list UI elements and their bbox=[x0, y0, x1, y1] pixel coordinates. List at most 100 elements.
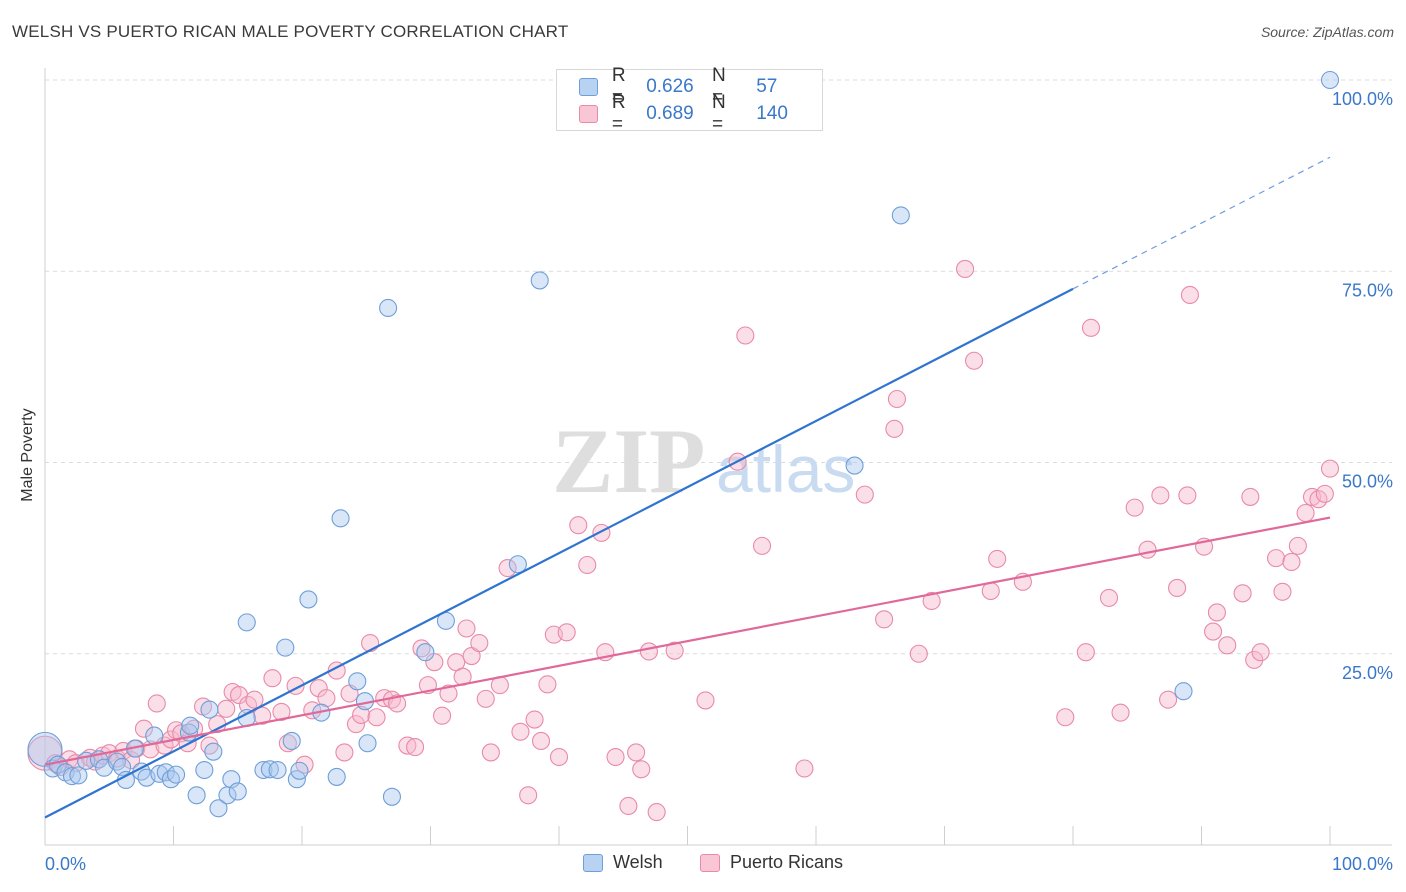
welsh-point bbox=[508, 555, 527, 574]
bottom-welsh-swatch bbox=[583, 853, 603, 872]
puerto-ricans-point bbox=[1251, 643, 1270, 662]
puerto-ricans-point bbox=[627, 743, 646, 762]
puerto-ricans-point bbox=[476, 689, 495, 708]
puerto-ricans-point bbox=[1081, 318, 1101, 337]
chart-title: WELSH VS PUERTO RICAN MALE POVERTY CORRE… bbox=[12, 22, 569, 41]
puerto-ricans-point bbox=[569, 516, 588, 535]
puerto-ricans-point bbox=[272, 702, 291, 721]
puerto-ricans-point bbox=[1233, 584, 1252, 603]
puerto-ricans-point bbox=[1266, 549, 1286, 568]
puerto-ricans-point bbox=[525, 710, 544, 729]
stats-legend: R = 0.626 N = 57 R = 0.689 N = 140 bbox=[556, 65, 823, 135]
puerto-ricans-point bbox=[1207, 603, 1226, 622]
puerto-ricans-point bbox=[1320, 459, 1340, 478]
axes bbox=[44, 68, 1392, 846]
puerto-ricans-point bbox=[122, 751, 141, 770]
welsh-point bbox=[276, 638, 295, 657]
puerto-ricans-point bbox=[481, 743, 500, 762]
welsh-point bbox=[299, 590, 318, 609]
bottom-legend-puerto-label: Puerto Ricans bbox=[730, 852, 844, 872]
puerto-ricans-point bbox=[795, 759, 814, 778]
puerto-ricans-point bbox=[1282, 552, 1301, 572]
puerto-ricans-point bbox=[1288, 536, 1307, 555]
puerto-ricans-point bbox=[647, 803, 666, 822]
puerto-ricans-point bbox=[439, 684, 458, 703]
welsh-point bbox=[254, 760, 273, 780]
puerto-swatch bbox=[579, 105, 598, 123]
puerto-ricans-point bbox=[531, 731, 551, 751]
welsh-point bbox=[379, 298, 398, 318]
puerto-ricans-point bbox=[1241, 487, 1260, 506]
welsh-point bbox=[416, 643, 435, 662]
legend-welsh-n-label: N = bbox=[711, 65, 726, 108]
puerto-ricans-point bbox=[147, 694, 166, 713]
puerto-ricans-point bbox=[538, 675, 557, 694]
welsh-point bbox=[181, 716, 200, 735]
puerto-ricans-point bbox=[1245, 650, 1264, 669]
puerto-ricans-point bbox=[965, 351, 984, 370]
y-axis-label: Male Poverty bbox=[19, 408, 36, 502]
puerto-ricans-point bbox=[619, 796, 638, 816]
welsh-point bbox=[107, 752, 127, 771]
welsh-point bbox=[69, 766, 88, 785]
x-tick-label: 0.0% bbox=[45, 854, 86, 874]
puerto-ricans-point bbox=[578, 555, 597, 575]
bottom-puerto-swatch bbox=[700, 853, 720, 872]
puerto-ricans-point bbox=[606, 747, 625, 767]
welsh-point bbox=[187, 786, 206, 805]
welsh-point bbox=[331, 509, 350, 528]
welsh-point bbox=[358, 734, 377, 753]
legend-welsh-n-value: 57 bbox=[756, 76, 778, 97]
gridlines bbox=[45, 79, 1392, 655]
welsh-trend-extension bbox=[1072, 156, 1331, 290]
welsh-point bbox=[290, 761, 309, 780]
puerto-ricans-point bbox=[1151, 486, 1170, 505]
legend-puerto-n-value: 140 bbox=[756, 103, 788, 124]
watermark-atlas: atlas bbox=[716, 432, 855, 506]
puerto-ricans-point bbox=[367, 708, 386, 727]
puerto-ricans-point bbox=[696, 691, 715, 710]
puerto-ricans-point bbox=[406, 738, 425, 757]
welsh-point bbox=[200, 700, 219, 719]
puerto-ricans-point bbox=[1076, 643, 1095, 662]
puerto-ricans-point bbox=[988, 549, 1007, 568]
puerto-ricans-point bbox=[388, 694, 407, 713]
watermark-zip: ZIP bbox=[552, 410, 705, 512]
puerto-ricans-point bbox=[1159, 690, 1178, 709]
bottom-legend-welsh-label: Welsh bbox=[613, 852, 663, 872]
puerto-ricans-point bbox=[217, 699, 236, 718]
trend-lines bbox=[44, 156, 1331, 819]
tick-labels: 25.0% 50.0% 75.0% 100.0% 0.0% 100.0% bbox=[45, 89, 1393, 874]
legend-welsh-r-value: 0.626 bbox=[646, 76, 694, 97]
y-tick-label: 75.0% bbox=[1342, 280, 1393, 300]
puerto-ricans-point bbox=[1111, 703, 1130, 722]
watermark: ZIP atlas bbox=[552, 410, 855, 512]
puerto-ricans-point bbox=[317, 689, 336, 708]
puerto-ricans-point bbox=[956, 259, 975, 279]
puerto-ricans-point bbox=[361, 633, 380, 653]
welsh-point bbox=[891, 206, 910, 225]
puerto-ricans-point bbox=[1180, 285, 1199, 305]
legend-puerto-r-value: 0.689 bbox=[646, 103, 694, 124]
puerto-ricans-point bbox=[1273, 582, 1292, 601]
puerto-ricans-point bbox=[922, 591, 941, 611]
welsh-point bbox=[282, 731, 301, 751]
puerto-ricans-point bbox=[1178, 486, 1197, 505]
welsh-point bbox=[209, 799, 228, 818]
puerto-ricans-point bbox=[470, 633, 489, 653]
welsh-point bbox=[268, 760, 287, 780]
puerto-ricans-point bbox=[736, 326, 755, 345]
welsh-point bbox=[204, 742, 223, 761]
series-puerto-ricans bbox=[27, 259, 1340, 822]
puerto-ricans-point bbox=[1125, 498, 1144, 517]
puerto-ricans-point bbox=[519, 786, 538, 805]
puerto-ricans-point bbox=[425, 653, 444, 672]
puerto-ricans-point bbox=[855, 485, 874, 504]
puerto-ricans-point bbox=[909, 644, 928, 663]
welsh-point bbox=[237, 613, 256, 632]
bottom-legend-welsh: Welsh bbox=[583, 852, 663, 873]
source-label: Source: ZipAtlas.com bbox=[1260, 24, 1394, 40]
bottom-legend-puerto-ricans: Puerto Ricans bbox=[700, 852, 843, 873]
puerto-ricans-point bbox=[549, 747, 569, 767]
